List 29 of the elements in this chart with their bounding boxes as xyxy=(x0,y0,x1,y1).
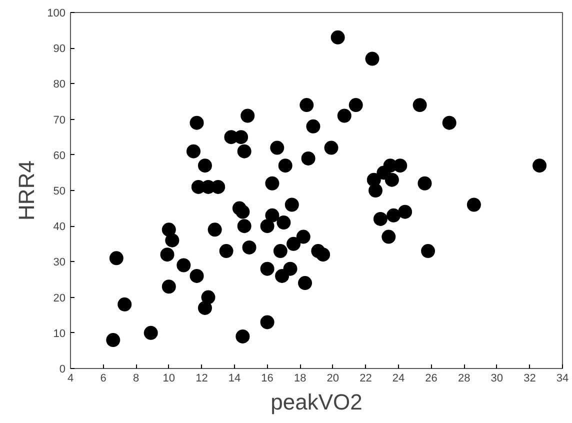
y-tick-label: 100 xyxy=(47,8,66,20)
y-tick-label: 10 xyxy=(53,328,66,340)
x-tick-label: 4 xyxy=(67,372,74,384)
x-tick-label: 28 xyxy=(458,372,470,384)
x-tick-label: 20 xyxy=(326,372,340,384)
x-tick-label: 26 xyxy=(425,372,438,384)
y-tick-label: 30 xyxy=(53,256,66,269)
x-tick-label: 14 xyxy=(228,372,241,384)
y-tick-label: 20 xyxy=(53,292,66,304)
x-tick-label: 34 xyxy=(556,372,569,384)
x-tick-label: 16 xyxy=(261,372,274,384)
y-tick-label: 50 xyxy=(53,186,66,198)
x-tick-label: 32 xyxy=(524,372,536,384)
y-axis-title: HRR4 xyxy=(14,160,40,220)
x-tick-label: 10 xyxy=(162,372,176,384)
x-tick-label: 6 xyxy=(100,372,106,384)
y-tick-label: 70 xyxy=(53,114,66,126)
x-tick-label: 12 xyxy=(196,372,208,384)
y-tick-label: 90 xyxy=(53,43,66,56)
x-axis-title: peakVO2 xyxy=(270,390,362,414)
x-tick-label: 18 xyxy=(294,372,306,384)
y-tick-label: 80 xyxy=(53,78,66,91)
x-tick-label: 30 xyxy=(490,372,504,384)
y-tick-label: 0 xyxy=(59,364,66,376)
y-tick-label: 40 xyxy=(53,221,66,234)
y-tick-label: 60 xyxy=(53,150,66,162)
x-tick-label: 8 xyxy=(133,372,140,384)
x-tick-label: 22 xyxy=(360,372,372,384)
x-tick-label: 24 xyxy=(392,372,405,384)
